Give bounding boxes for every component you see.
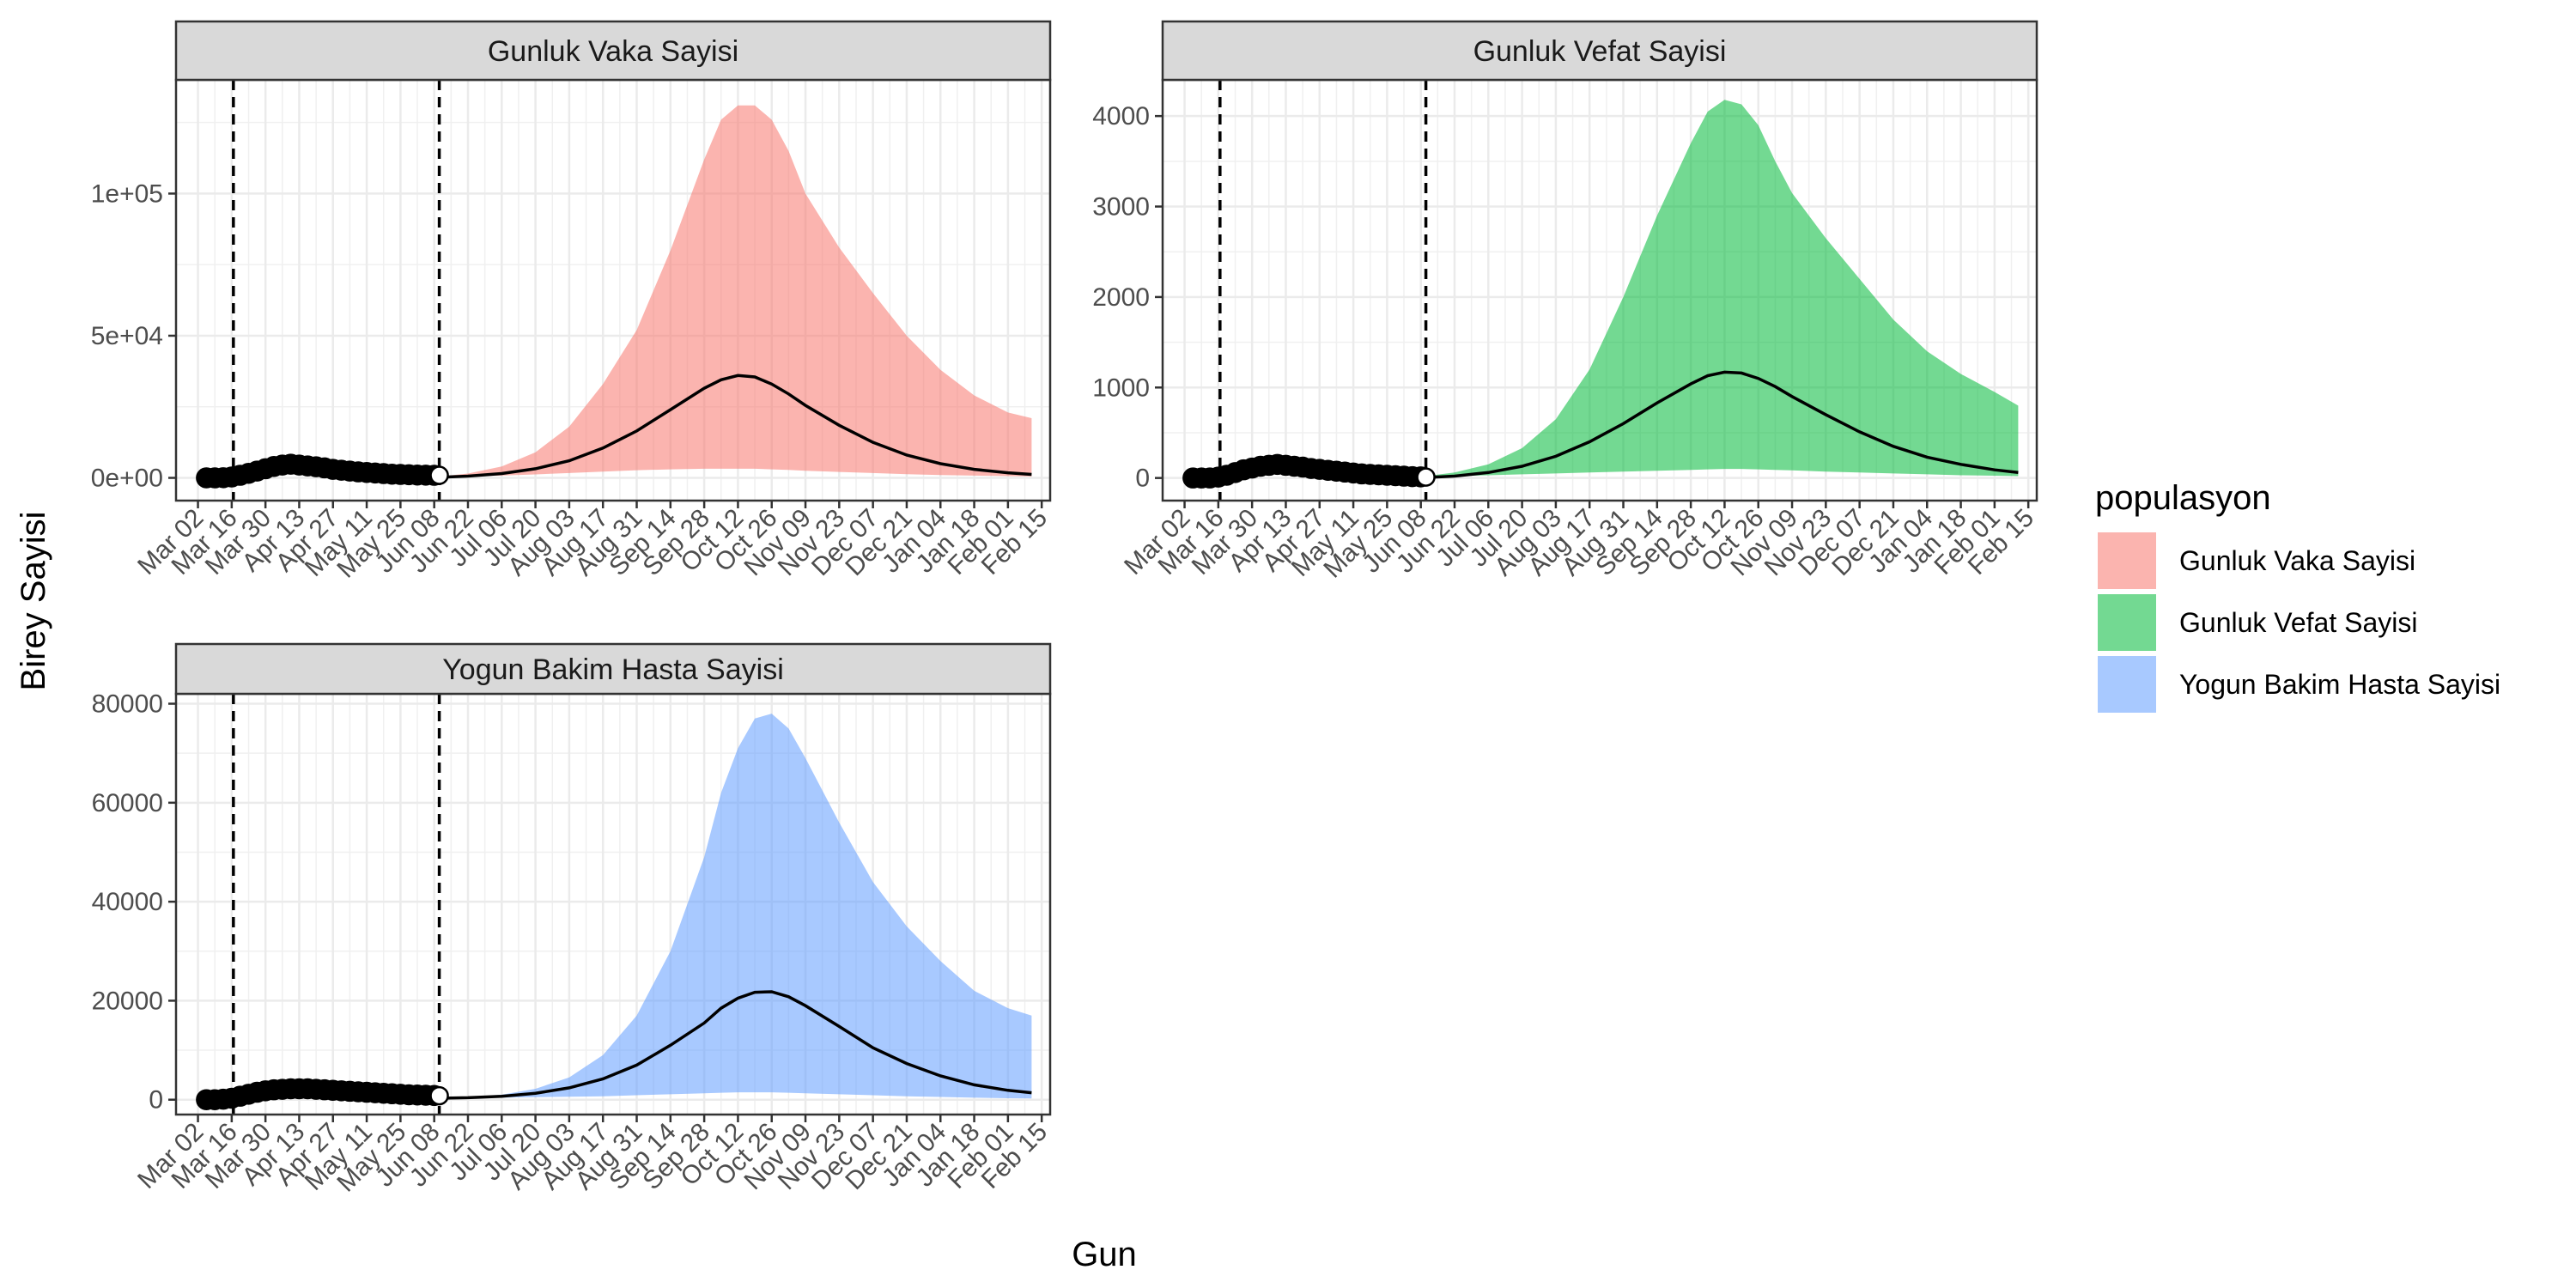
- y-tick-label: 40000: [92, 888, 163, 916]
- y-axis: 0e+00 5e+04 1e+05: [91, 179, 176, 493]
- legend-entry-label: Yogun Bakim Hasta Sayisi: [2179, 669, 2500, 700]
- observed-points: [1182, 453, 1436, 489]
- mean-line: [1425, 370, 2019, 479]
- ribbon-band: [439, 105, 1032, 477]
- y-tick-label: 80000: [92, 690, 163, 719]
- y-tick-label: 1e+05: [91, 179, 163, 208]
- legend-key: [2098, 532, 2156, 589]
- ribbon-band: [1425, 100, 2019, 477]
- legend-entry-label: Gunluk Vefat Sayisi: [2179, 607, 2417, 638]
- y-axis-title: Birey Sayisi: [15, 512, 52, 691]
- y-tick-label: 4000: [1092, 102, 1150, 131]
- y-tick-label: 1000: [1092, 374, 1150, 402]
- strip-title: Gunluk Vaka Sayisi: [488, 35, 738, 68]
- legend-title: populasyon: [2095, 479, 2271, 517]
- y-axis: 0 1000 2000 3000 4000: [1092, 102, 1163, 493]
- y-tick-label: 0: [1135, 465, 1150, 493]
- observed-points: [196, 453, 449, 489]
- panel-3: Yogun Bakim Hasta Sayisi 0 20000 40000 60000…: [92, 642, 1053, 1198]
- y-tick-label: 60000: [92, 789, 163, 817]
- data-point: [429, 465, 449, 485]
- y-tick-label: 20000: [92, 987, 163, 1015]
- y-axis: 0 20000 40000 60000 80000: [92, 690, 176, 1115]
- strip-background: [1161, 20, 2038, 82]
- mean-line: [439, 374, 1032, 479]
- data-point: [1416, 467, 1436, 487]
- panel-1: Gunluk Vaka Sayisi 0e+00 5e+04 1e+05 Mar 02M…: [91, 20, 1053, 584]
- strip-background: [174, 20, 1052, 82]
- strip-background: [174, 642, 1052, 696]
- mean-line: [439, 990, 1032, 1100]
- legend-key: [2098, 594, 2156, 651]
- y-tick-label: 3000: [1092, 193, 1150, 222]
- x-axis-title: Gun: [1072, 1236, 1137, 1273]
- strip-title: Yogun Bakim Hasta Sayisi: [442, 653, 784, 686]
- y-tick-label: 5e+04: [91, 322, 163, 350]
- legend-entry-label: Gunluk Vaka Sayisi: [2179, 545, 2415, 576]
- panel-2: Gunluk Vefat Sayisi 0 1000 2000 3000 4000 Mar …: [1092, 20, 2039, 584]
- legend-key: [2098, 656, 2156, 713]
- y-tick-label: 0e+00: [91, 465, 163, 493]
- y-tick-label: 2000: [1092, 283, 1150, 312]
- data-point: [429, 1085, 449, 1106]
- observed-points: [196, 1078, 449, 1110]
- strip-title: Gunluk Vefat Sayisi: [1473, 35, 1727, 68]
- ribbon-band: [439, 714, 1032, 1099]
- legend: populasyon Gunluk Vaka Sayisi Gunluk Vefat…: [2095, 479, 2500, 713]
- y-tick-label: 0: [149, 1086, 163, 1115]
